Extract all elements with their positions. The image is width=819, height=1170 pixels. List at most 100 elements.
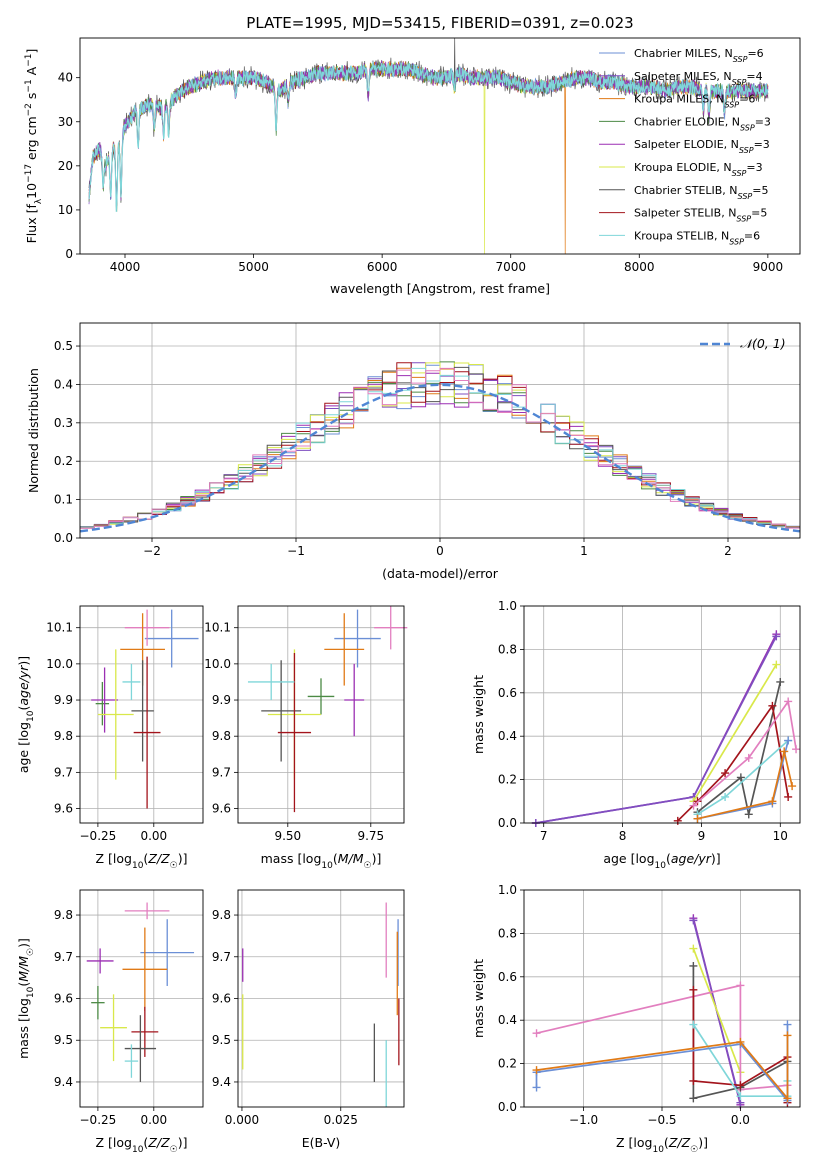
y-tick-label: 0.0: [54, 531, 73, 545]
x-tick-label: 10: [773, 829, 788, 843]
y-axis-label: mass [log10(M/M☉)]: [16, 938, 36, 1059]
y-tick-label: 1.0: [498, 883, 517, 897]
x-tick-label: 7: [540, 829, 548, 843]
weight-marker: [721, 792, 730, 801]
y-tick-label: 0.2: [498, 1057, 517, 1071]
weight-marker: [744, 810, 753, 819]
x-tick-label: 6000: [367, 260, 398, 274]
plot-area: [242, 902, 400, 1107]
weight-line: [692, 664, 778, 802]
weight-marker: [532, 1083, 541, 1092]
weight-marker: [768, 797, 777, 806]
panel-residuals: −2 −1 0 1 2 0.0 0.1 0.2 0.3 0.4 0.5 Normed distribu…: [26, 322, 801, 581]
y-tick-label: 9.8: [54, 729, 73, 743]
y-axis-label: age [log10(age/yr)]: [16, 656, 36, 773]
x-tick-label: 7000: [495, 260, 526, 274]
x-tick-label: 0.00: [140, 829, 167, 843]
y-tick-label: 9.5: [54, 1033, 73, 1047]
weight-marker: [736, 1037, 745, 1046]
weight-marker: [736, 773, 745, 782]
weight-marker: [784, 697, 793, 706]
y-axis-label: mass weight: [471, 959, 486, 1038]
y-tick-label: 9.9: [212, 693, 231, 707]
y-tick-label: 9.6: [212, 992, 231, 1006]
y-tick-label: 9.7: [54, 950, 73, 964]
x-tick-label: 9.50: [274, 829, 301, 843]
weight-marker: [736, 1092, 745, 1101]
axes-frame: [523, 889, 801, 1108]
y-tick-label: 9.4: [54, 1075, 73, 1089]
weight-marker: [689, 961, 698, 970]
weight-marker: [772, 660, 781, 669]
weight-marker: [689, 1076, 698, 1085]
x-tick-label: −0.25: [80, 1113, 117, 1127]
spectrum-line: [88, 61, 769, 212]
x-tick-label: −1.0: [569, 1113, 598, 1127]
panel-weight-vs-age: 7 8 9 10 0.0 0.2 0.4 0.6 0.8 1.0 mass weight age [l…: [471, 599, 801, 871]
y-tick-label: 0.5: [54, 339, 73, 353]
y-tick-label: 30: [58, 115, 73, 129]
axes-frame: [523, 605, 801, 824]
y-tick-label: 9.4: [212, 1075, 231, 1089]
axes-frame: [79, 322, 801, 539]
y-tick-label: 10.0: [46, 657, 73, 671]
legend-label: Chabrier ELODIE, NSSP=3: [634, 115, 771, 131]
y-tick-label: 0.3: [54, 416, 73, 430]
panel-age-vs-Z: −0.25 0.00 9.6 9.7 9.8 9.9 10.0 10.1 age [log10(…: [16, 605, 204, 871]
axes-frame: [79, 37, 801, 255]
x-axis-label: (data-model)/error: [382, 566, 499, 581]
y-tick-label: 10.1: [46, 621, 73, 635]
plot-area: [79, 361, 801, 533]
y-tick-label: 0: [65, 247, 73, 261]
x-tick-label: 0: [436, 544, 444, 558]
panel-mass-vs-EBV: 0.000 0.025 9.4 9.5 9.6 9.7 9.8 E(B-V): [212, 889, 405, 1150]
weight-line: [692, 699, 797, 807]
y-tick-label: 0.1: [54, 493, 73, 507]
plot-area: [91, 609, 199, 809]
axes-frame: [237, 889, 405, 1108]
y-tick-label: 9.9: [54, 693, 73, 707]
x-axis-label: Z [log10(Z/Z☉)]: [616, 1135, 708, 1155]
y-tick-label: 40: [58, 71, 73, 85]
normal-curve: [79, 383, 801, 533]
weight-marker: [532, 1066, 541, 1075]
y-tick-label: 0.2: [54, 454, 73, 468]
histogram-series: [80, 366, 800, 528]
x-tick-label: 9000: [753, 260, 784, 274]
x-tick-label: −0.5: [647, 1113, 676, 1127]
y-tick-label: 9.7: [54, 765, 73, 779]
y-axis-label: Normed distribution: [26, 368, 41, 493]
weight-line: [692, 948, 742, 1073]
weight-line: [535, 633, 778, 824]
y-tick-label: 0.6: [498, 686, 517, 700]
weight-line: [536, 1035, 789, 1101]
y-tick-label: 0.8: [498, 642, 517, 656]
panel-spectrum: 4000 5000 6000 7000 8000 9000 0 10 20 30 40 Flux [f…: [24, 37, 801, 296]
y-tick-label: 20: [58, 159, 73, 173]
x-axis-label: wavelength [Angstrom, rest frame]: [330, 281, 550, 296]
x-tick-label: 0.000: [225, 1113, 259, 1127]
x-axis-label: age [log10(age/yr)]: [603, 851, 720, 871]
y-tick-label: 9.8: [212, 729, 231, 743]
x-tick-label: 8000: [624, 260, 655, 274]
y-tick-label: 9.7: [212, 765, 231, 779]
weight-line: [535, 636, 778, 824]
y-tick-label: 0.6: [498, 970, 517, 984]
weight-marker: [788, 782, 797, 791]
x-tick-label: 1: [580, 544, 588, 558]
weight-marker: [784, 736, 793, 745]
weight-marker: [772, 632, 781, 641]
y-axis-label: mass weight: [471, 675, 486, 754]
x-tick-label: 0.00: [140, 1113, 167, 1127]
y-tick-label: 9.6: [212, 802, 231, 816]
x-axis-label: mass [log10(M/M☉)]: [261, 851, 382, 871]
legend-label: Kroupa STELIB, NSSP=6: [634, 229, 760, 246]
x-tick-label: 8: [619, 829, 627, 843]
x-tick-label: −2: [143, 544, 161, 558]
weight-marker: [689, 801, 698, 810]
y-tick-label: 0.4: [498, 1013, 517, 1027]
y-tick-label: 10: [58, 203, 73, 217]
x-tick-label: 2: [724, 544, 732, 558]
figure-title: PLATE=1995, MJD=53415, FIBERID=0391, z=0…: [246, 14, 633, 32]
plot-area: [86, 902, 195, 1082]
